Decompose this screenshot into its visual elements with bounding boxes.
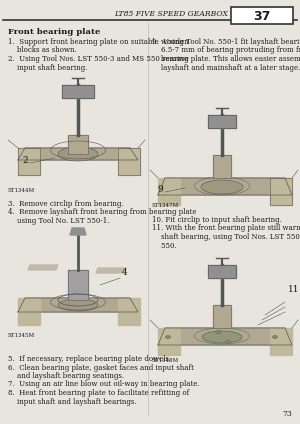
Polygon shape: [213, 155, 231, 178]
Polygon shape: [18, 298, 138, 312]
Text: input shaft bearing.: input shaft bearing.: [8, 64, 87, 72]
Text: layshaft and mainshaft at a later stage.: layshaft and mainshaft at a later stage.: [152, 64, 300, 72]
Text: 9: 9: [157, 185, 163, 194]
Text: using Tool No. LST 550-1.: using Tool No. LST 550-1.: [8, 217, 109, 225]
Text: Front bearing plate: Front bearing plate: [8, 28, 100, 36]
Ellipse shape: [202, 331, 242, 343]
Polygon shape: [270, 178, 292, 205]
Text: 11. With the front bearing plate still warm fit input: 11. With the front bearing plate still w…: [152, 224, 300, 232]
Text: 4.  Remove layshaft front bearing from bearing plate: 4. Remove layshaft front bearing from be…: [8, 209, 196, 217]
Text: 7.  Using an air line blow out oil-way in bearing plate.: 7. Using an air line blow out oil-way in…: [8, 380, 200, 388]
Text: 2: 2: [22, 156, 28, 165]
Polygon shape: [68, 135, 88, 154]
Text: 6.5-7 mm of bearing protruding from front of: 6.5-7 mm of bearing protruding from fron…: [152, 47, 300, 55]
Text: 6.  Clean bearing plate, gasket faces and input shaft: 6. Clean bearing plate, gasket faces and…: [8, 363, 194, 371]
Polygon shape: [18, 148, 40, 175]
Ellipse shape: [215, 330, 220, 334]
Ellipse shape: [201, 180, 243, 194]
Text: 37: 37: [253, 9, 271, 22]
Text: 73: 73: [282, 410, 292, 418]
Text: ST1347M: ST1347M: [152, 203, 179, 208]
Polygon shape: [270, 328, 292, 355]
Text: blocks as shown.: blocks as shown.: [8, 47, 77, 55]
Ellipse shape: [226, 340, 230, 343]
Polygon shape: [158, 328, 180, 355]
Polygon shape: [208, 115, 236, 128]
Text: input shaft and layshaft bearings.: input shaft and layshaft bearings.: [8, 398, 136, 405]
Polygon shape: [18, 148, 138, 160]
Ellipse shape: [272, 335, 278, 338]
Polygon shape: [158, 178, 180, 205]
Text: ST1345M: ST1345M: [8, 333, 35, 338]
Polygon shape: [70, 228, 86, 235]
Text: 2.  Using Tool Nos. LST 550-3 and MS 550 remove: 2. Using Tool Nos. LST 550-3 and MS 550 …: [8, 55, 189, 63]
Polygon shape: [158, 328, 292, 345]
Polygon shape: [62, 85, 94, 98]
Text: 3.  Remove circlip from bearing.: 3. Remove circlip from bearing.: [8, 200, 124, 208]
Text: 4: 4: [122, 268, 128, 277]
Polygon shape: [118, 298, 140, 325]
Text: 1.  Support front bearing plate on suitable wooden: 1. Support front bearing plate on suitab…: [8, 38, 189, 46]
Polygon shape: [213, 305, 231, 328]
FancyBboxPatch shape: [231, 7, 293, 24]
Text: ST1348M: ST1348M: [152, 358, 179, 363]
Ellipse shape: [166, 335, 170, 338]
Text: and layshaft bearing seatings.: and layshaft bearing seatings.: [8, 372, 124, 380]
Text: 11: 11: [288, 285, 299, 294]
Polygon shape: [208, 265, 236, 278]
Polygon shape: [18, 298, 40, 325]
Text: LT85 FIVE SPEED GEARBOX: LT85 FIVE SPEED GEARBOX: [114, 10, 228, 18]
Polygon shape: [68, 270, 88, 300]
Polygon shape: [158, 178, 292, 195]
Polygon shape: [118, 148, 140, 175]
Text: 10. Fit circlip to input shaft bearing.: 10. Fit circlip to input shaft bearing.: [152, 216, 282, 224]
Text: 5.  If necessary, replace bearing plate dowels.: 5. If necessary, replace bearing plate d…: [8, 355, 171, 363]
Text: 8.  Heat front bearing plate to facilitate refitting of: 8. Heat front bearing plate to facilitat…: [8, 389, 189, 397]
Text: 9.  Using Tool No. 550-1 fit layshaft bearing, with: 9. Using Tool No. 550-1 fit layshaft bea…: [152, 38, 300, 46]
Polygon shape: [28, 265, 58, 270]
Text: shaft bearing, using Tool Nos. LST 550-3 and MS: shaft bearing, using Tool Nos. LST 550-3…: [152, 233, 300, 241]
Polygon shape: [96, 268, 126, 273]
Ellipse shape: [58, 147, 98, 161]
Text: 550.: 550.: [152, 242, 177, 249]
Text: bearing plate. This allows easier assembly of the: bearing plate. This allows easier assemb…: [152, 55, 300, 63]
Text: ST1344M: ST1344M: [8, 188, 35, 193]
Ellipse shape: [58, 299, 98, 311]
